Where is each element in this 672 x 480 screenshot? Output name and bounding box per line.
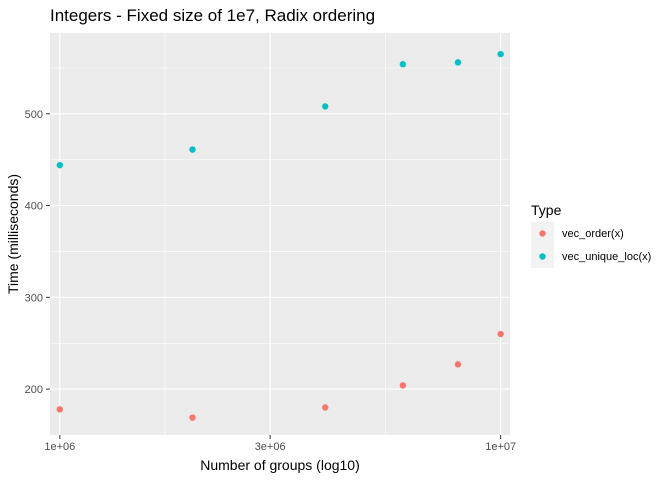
x-axis-title: Number of groups (log10) [200,457,360,473]
point-series-1 [56,406,64,413]
legend-key-point [539,253,546,260]
legend: Type vec_order(x) vec_unique_loc(x) [531,202,651,268]
x-tick-label: 3e+06 [255,441,286,453]
y-tick-label: 400 [25,201,43,213]
point-series-1 [454,361,462,368]
point-series-2 [189,146,196,153]
point-series-1 [322,404,329,411]
plot-panel [50,33,510,435]
point-series-1 [399,382,407,389]
legend-label: vec_unique_loc(x) [562,251,651,263]
y-axis-title: Time (milliseconds) [5,174,21,294]
legend-key-point [539,230,546,237]
y-axis: 200 300 400 500 [25,109,50,396]
chart-title: Integers - Fixed size of 1e7, Radix orde… [50,6,375,25]
x-axis: 1e+06 3e+06 1e+07 [44,435,516,453]
point-series-2 [399,61,407,68]
point-series-2 [322,103,329,110]
point-series-1 [189,414,196,421]
legend-label: vec_order(x) [562,228,624,240]
y-tick-label: 500 [25,109,43,121]
y-tick-label: 200 [25,384,43,396]
point-series-1 [497,330,504,338]
data-points [56,50,504,421]
y-tick-label: 300 [25,292,43,304]
x-tick-label: 1e+07 [485,441,516,453]
x-tick-label: 1e+06 [44,441,75,453]
point-series-2 [454,59,462,66]
point-series-2 [56,161,64,169]
point-series-2 [497,50,504,58]
grid-lines [50,33,510,435]
legend-title: Type [531,202,562,218]
